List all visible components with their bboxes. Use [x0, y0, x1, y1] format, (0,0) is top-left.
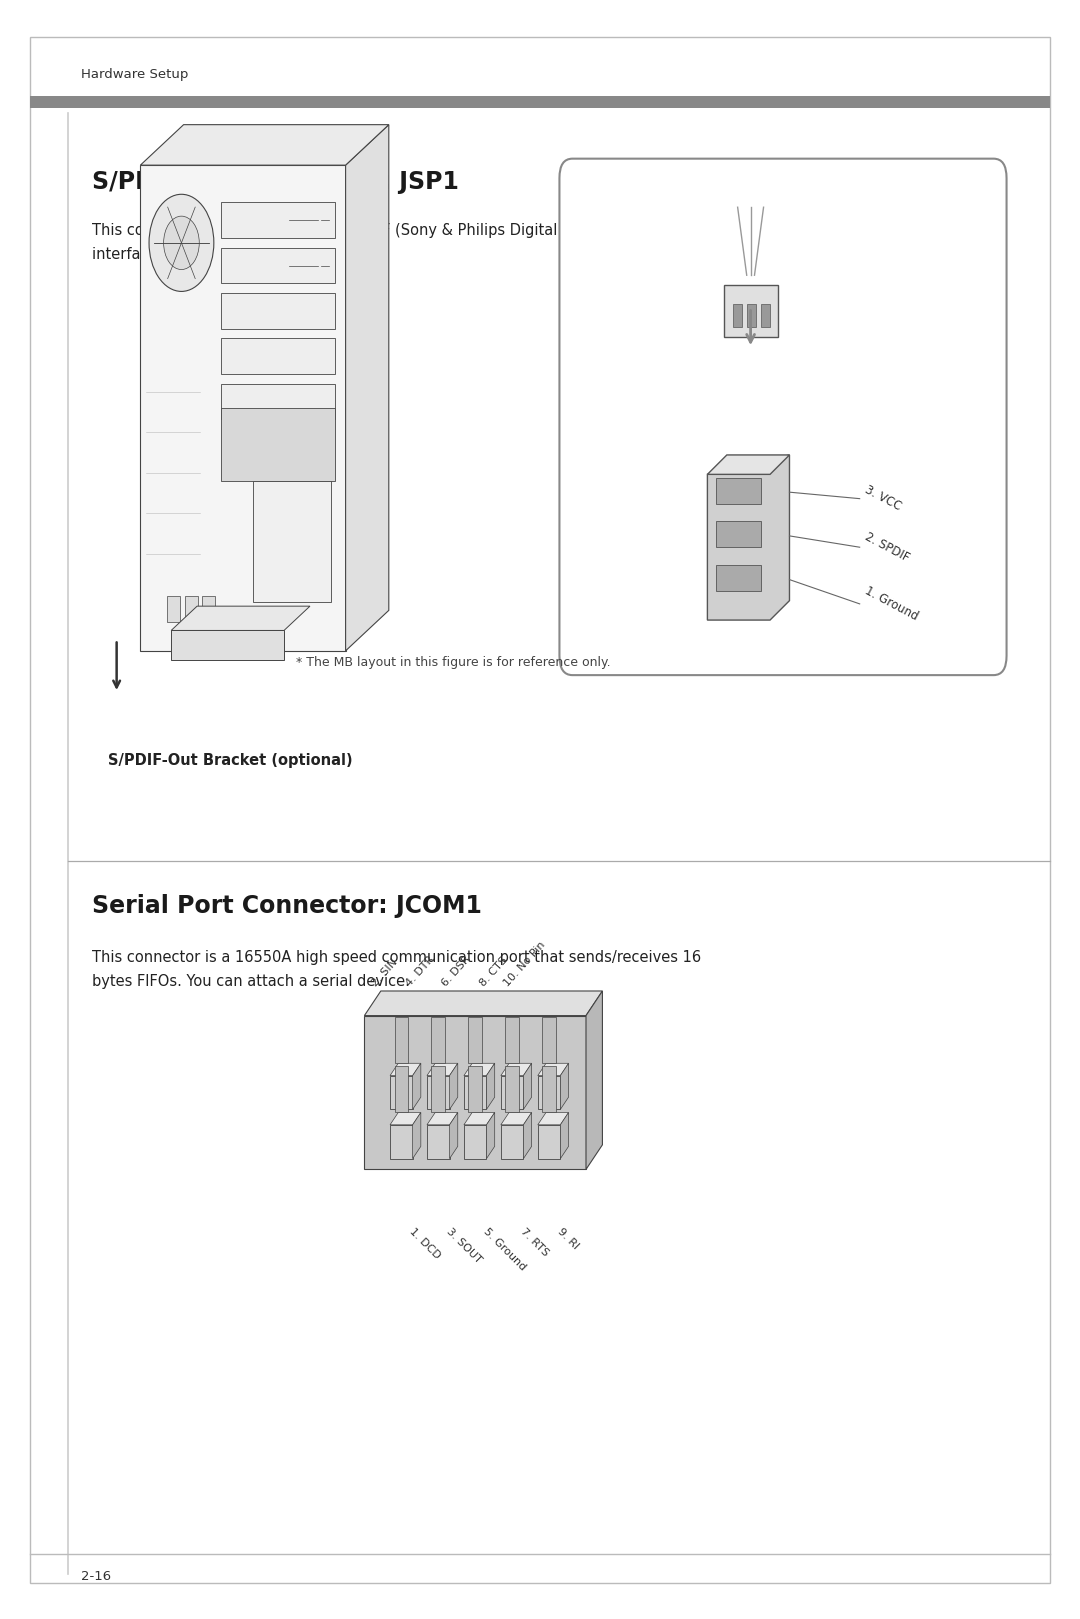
Bar: [30, 97, 1050, 107]
Bar: [390, 1125, 413, 1159]
Polygon shape: [501, 1064, 531, 1075]
Polygon shape: [413, 1112, 421, 1159]
Bar: [716, 521, 761, 547]
Polygon shape: [364, 991, 603, 1015]
Bar: [394, 1067, 408, 1112]
Bar: [716, 565, 761, 591]
Polygon shape: [524, 1064, 531, 1109]
Polygon shape: [171, 630, 284, 659]
Bar: [716, 478, 761, 504]
Bar: [202, 596, 215, 622]
Bar: [464, 1125, 486, 1159]
Polygon shape: [561, 1064, 568, 1109]
Text: 4. DTR: 4. DTR: [404, 954, 436, 988]
Bar: [538, 1075, 561, 1109]
FancyBboxPatch shape: [559, 159, 1007, 675]
Bar: [432, 1017, 445, 1064]
Text: 7. RTS: 7. RTS: [518, 1226, 551, 1258]
Bar: [394, 1017, 408, 1064]
Bar: [221, 202, 335, 238]
Text: S/PDIF-Out Bracket (optional): S/PDIF-Out Bracket (optional): [108, 753, 353, 767]
Polygon shape: [464, 1112, 495, 1125]
Polygon shape: [427, 1064, 458, 1075]
Bar: [167, 596, 180, 622]
Polygon shape: [486, 1064, 495, 1109]
Polygon shape: [524, 1112, 531, 1159]
Bar: [505, 1017, 518, 1064]
Polygon shape: [449, 1064, 458, 1109]
Text: 9. RI: 9. RI: [555, 1226, 580, 1251]
Bar: [469, 1017, 482, 1064]
Polygon shape: [586, 991, 603, 1169]
Circle shape: [149, 194, 214, 291]
Polygon shape: [538, 1112, 568, 1125]
Polygon shape: [413, 1064, 421, 1109]
Bar: [469, 1067, 482, 1112]
Bar: [505, 1067, 518, 1112]
Bar: [464, 1075, 486, 1109]
Text: 6. DSR: 6. DSR: [441, 954, 473, 988]
Text: 3. VCC: 3. VCC: [863, 484, 904, 513]
Bar: [253, 481, 332, 602]
Polygon shape: [390, 1112, 421, 1125]
Text: 2-16: 2-16: [81, 1570, 111, 1583]
Polygon shape: [707, 455, 789, 620]
Bar: [501, 1075, 524, 1109]
Polygon shape: [501, 1112, 531, 1125]
Polygon shape: [140, 165, 346, 651]
Bar: [221, 248, 335, 283]
Bar: [221, 384, 335, 419]
Polygon shape: [464, 1064, 495, 1075]
Polygon shape: [449, 1112, 458, 1159]
Polygon shape: [561, 1112, 568, 1159]
Text: 2. SIN: 2. SIN: [369, 957, 400, 988]
Bar: [221, 293, 335, 329]
Polygon shape: [346, 125, 389, 651]
Bar: [185, 596, 198, 622]
Polygon shape: [427, 1112, 458, 1125]
Bar: [427, 1125, 449, 1159]
Text: S/PDIF-Out Connector: JSP1: S/PDIF-Out Connector: JSP1: [92, 170, 459, 194]
Text: 5. Ground: 5. Ground: [482, 1226, 528, 1273]
Text: 8. CTS: 8. CTS: [478, 955, 510, 988]
Bar: [432, 1067, 445, 1112]
Polygon shape: [390, 1064, 421, 1075]
Text: Hardware Setup: Hardware Setup: [81, 68, 188, 81]
Circle shape: [164, 215, 199, 270]
Polygon shape: [486, 1112, 495, 1159]
Polygon shape: [171, 606, 310, 630]
Bar: [542, 1067, 556, 1112]
Text: Serial Port Connector: JCOM1: Serial Port Connector: JCOM1: [92, 894, 482, 918]
Polygon shape: [140, 125, 389, 165]
Polygon shape: [538, 1064, 568, 1075]
Bar: [747, 304, 756, 327]
Bar: [724, 285, 778, 337]
Bar: [733, 304, 742, 327]
Bar: [390, 1075, 413, 1109]
Text: * The MB layout in this figure is for reference only.: * The MB layout in this figure is for re…: [296, 656, 611, 669]
Text: 1. Ground: 1. Ground: [863, 584, 920, 623]
Text: This connector is used to connect S/PDIF (Sony & Philips Digital Interconnect Fo: This connector is used to connect S/PDIF…: [92, 223, 716, 262]
Bar: [364, 1015, 586, 1169]
Bar: [761, 304, 770, 327]
Text: 2. SPDIF: 2. SPDIF: [863, 529, 912, 565]
Text: 10. No Pin: 10. No Pin: [502, 939, 546, 988]
Polygon shape: [707, 455, 789, 474]
Text: 3. SOUT: 3. SOUT: [445, 1226, 484, 1264]
Bar: [538, 1125, 561, 1159]
Bar: [221, 408, 335, 481]
Bar: [221, 338, 335, 374]
Bar: [542, 1017, 556, 1064]
Text: This connector is a 16550A high speed communication port that sends/receives 16
: This connector is a 16550A high speed co…: [92, 950, 701, 989]
Bar: [501, 1125, 524, 1159]
Bar: [427, 1075, 449, 1109]
Text: 1. DCD: 1. DCD: [408, 1226, 443, 1261]
